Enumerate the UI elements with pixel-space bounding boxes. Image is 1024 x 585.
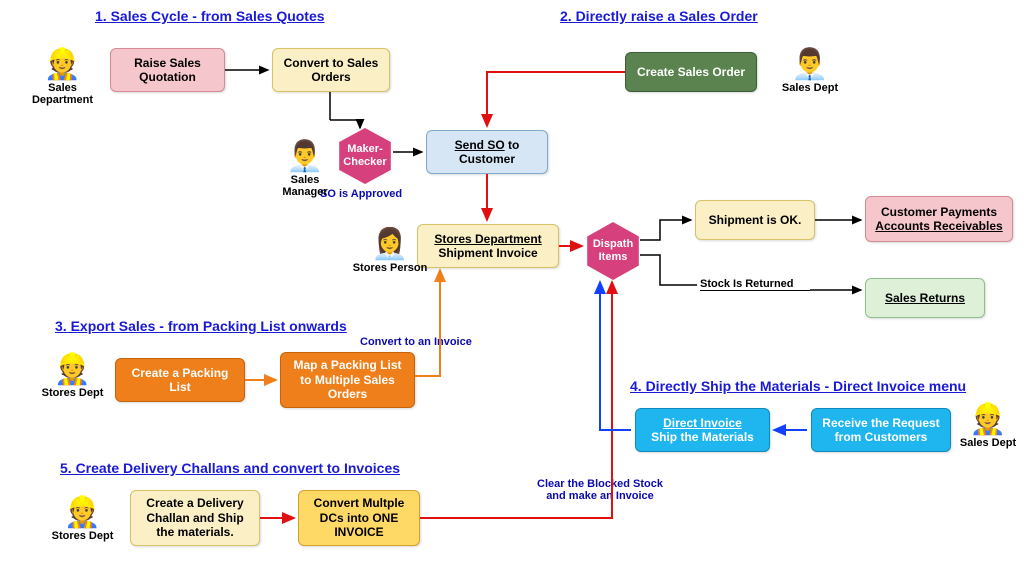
box-convert-dc: Convert Multple DCs into ONE INVOICE <box>298 490 420 546</box>
send-so-l1: Send SO <box>455 138 505 152</box>
cust-pay-l2: Accounts Receivables <box>875 219 1002 233</box>
actor-sales-mgr-cap: Sales Manager <box>270 174 340 198</box>
map-l3: Orders <box>328 387 367 401</box>
actor-sales-dept2: 👨‍💼 Sales Dept <box>775 50 845 94</box>
actor-stores-dept: 👷 Stores Dept <box>35 355 110 399</box>
label-clear-stock: Clear the Blocked Stock and make an Invo… <box>520 478 680 502</box>
di-l1: Direct Invoice <box>663 416 742 430</box>
actor-sales-mgr: 👨‍💼 Sales Manager <box>270 142 340 198</box>
actor-stores-dept2-cap: Stores Dept <box>45 530 120 542</box>
flowchart-canvas: 1. Sales Cycle - from Sales Quotes 2. Di… <box>0 0 1024 585</box>
dc-l3: the materials. <box>156 525 233 539</box>
actor-sales-dept-cap: Sales Department <box>20 82 105 106</box>
hex-mc-l2: Checker <box>343 156 386 169</box>
box-create-so: Create Sales Order <box>625 52 757 92</box>
box-create-dc: Create a Delivery Challan and Ship the m… <box>130 490 260 546</box>
hex-maker-checker: Maker- Checker <box>335 128 395 184</box>
actor-stores-dept-cap: Stores Dept <box>35 387 110 399</box>
box-stores-dept: Stores Department Shipment Invoice <box>417 224 559 268</box>
stores-l2: Shipment Invoice <box>438 246 537 260</box>
dc-l2: Challan and Ship <box>146 511 243 525</box>
sales-returns-txt: Sales Returns <box>885 291 965 305</box>
worker3-icon: 👷 <box>45 498 120 528</box>
actor-stores-dept2: 👷 Stores Dept <box>45 498 120 542</box>
hex-dispatch-items: Dispath Items <box>583 222 643 280</box>
worker2-icon: 👷 <box>35 355 110 385</box>
worker4-icon: 👷 <box>958 405 1018 435</box>
box-raise-quotation: Raise Sales Quotation <box>110 48 225 92</box>
clear-l2: and make an Invoice <box>546 490 654 502</box>
heading-1: 1. Sales Cycle - from Sales Quotes <box>95 8 325 24</box>
dc-l1: Create a Delivery <box>146 496 243 510</box>
box-shipment-ok: Shipment is OK. <box>695 200 815 240</box>
actor-stores-person: 👩‍💼 Stores Person <box>350 230 430 274</box>
manager2-icon: 👨‍💼 <box>775 50 845 80</box>
disp-l1: Dispath <box>593 238 633 251</box>
manager-icon: 👨‍💼 <box>270 142 340 172</box>
heading-3: 3. Export Sales - from Packing List onwa… <box>55 318 347 334</box>
map-l1: Map a Packing List <box>293 358 401 372</box>
cust-pay-l1: Customer Payments <box>881 205 997 219</box>
box-send-so: Send SO to Customer <box>426 130 548 174</box>
actor-stores-person-cap: Stores Person <box>350 262 430 274</box>
rr-l2: from Customers <box>835 430 928 444</box>
di-l2: Ship the Materials <box>651 430 754 444</box>
box-receive-request: Receive the Request from Customers <box>811 408 951 452</box>
worker-icon: 👷 <box>20 50 105 80</box>
rr-l1: Receive the Request <box>822 416 939 430</box>
box-direct-invoice: Direct Invoice Ship the Materials <box>635 408 770 452</box>
heading-2: 2. Directly raise a Sales Order <box>560 8 758 24</box>
actor-sales-dept2-cap: Sales Dept <box>775 82 845 94</box>
stores-l1: Stores Department <box>434 232 541 246</box>
box-cust-payments: Customer Payments Accounts Receivables <box>865 196 1013 242</box>
box-packing-list: Create a Packing List <box>115 358 245 402</box>
disp-l2: Items <box>599 251 628 264</box>
map-l2: to Multiple Sales <box>300 373 395 387</box>
clear-l1: Clear the Blocked Stock <box>537 478 663 490</box>
cdc-l3: INVOICE <box>334 525 383 539</box>
heading-4: 4. Directly Ship the Materials - Direct … <box>630 378 966 394</box>
box-sales-returns: Sales Returns <box>865 278 985 318</box>
label-stock-returned: Stock Is Returned <box>700 278 810 291</box>
actor-sales-dept3: 👷 Sales Dept <box>958 405 1018 449</box>
cdc-l1: Convert Multple <box>314 496 405 510</box>
hex-mc-l1: Maker- <box>347 143 382 156</box>
box-map-packing: Map a Packing List to Multiple Sales Ord… <box>280 352 415 408</box>
person-icon: 👩‍💼 <box>350 230 430 260</box>
actor-sales-dept3-cap: Sales Dept <box>958 437 1018 449</box>
heading-5: 5. Create Delivery Challans and convert … <box>60 460 400 476</box>
actor-sales-dept: 👷 Sales Department <box>20 50 105 106</box>
cdc-l2: DCs into ONE <box>320 511 399 525</box>
box-convert-so: Convert to Sales Orders <box>272 48 390 92</box>
label-convert-invoice: Convert to an Invoice <box>360 336 472 348</box>
